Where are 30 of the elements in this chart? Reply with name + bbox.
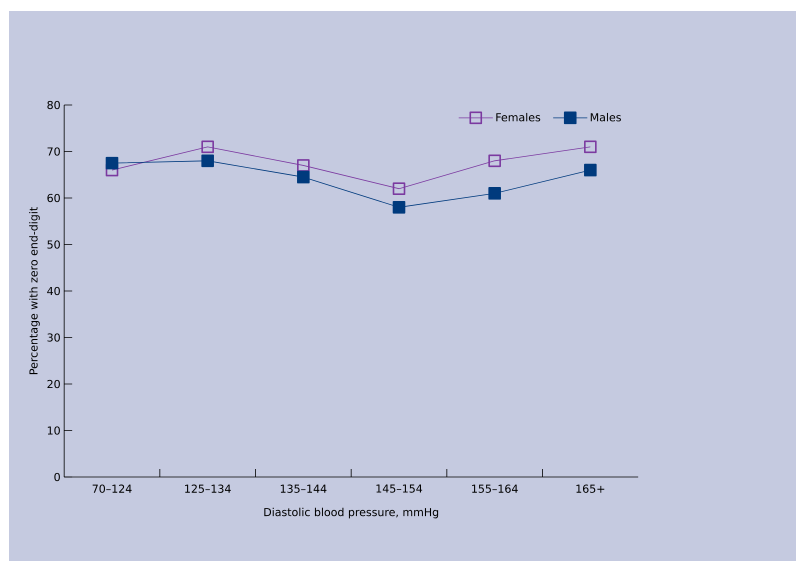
x-tick-label: 70–124: [92, 484, 132, 493]
point: [488, 154, 501, 168]
point: [584, 164, 597, 176]
x-tick-label: 145–154: [376, 484, 422, 493]
y-tick-label: 30: [47, 333, 60, 342]
y-tick-label: 70: [48, 147, 60, 156]
point: [106, 156, 118, 170]
point: [297, 170, 310, 184]
y-axis-title: Percentage with zero end-digit: [29, 207, 40, 374]
point: [201, 154, 214, 168]
y-tick-label: 10: [48, 426, 60, 435]
y-tick-label: 80: [47, 100, 60, 110]
x-tick-label: 165+: [576, 484, 604, 493]
point: [297, 159, 310, 172]
x-tick-label: 135–144: [280, 484, 326, 493]
point: [392, 201, 406, 214]
x-tick-label: 155–164: [472, 484, 518, 493]
x-tick-label: 125–134: [185, 484, 231, 493]
legend-label: Females: [496, 112, 540, 122]
y-tick-label: 20: [47, 380, 60, 388]
point: [488, 187, 501, 200]
point: [392, 182, 406, 195]
y-tick-label: 0: [54, 472, 60, 482]
point: [201, 140, 214, 154]
legend-label: Males: [590, 112, 621, 122]
y-tick-label: 60: [47, 194, 60, 202]
point: [584, 140, 597, 154]
y-tick-label: 40: [47, 286, 60, 296]
x-axis-title: Diastolic blood pressure, mmHg: [264, 508, 438, 518]
y-tick-label: 50: [47, 240, 60, 249]
